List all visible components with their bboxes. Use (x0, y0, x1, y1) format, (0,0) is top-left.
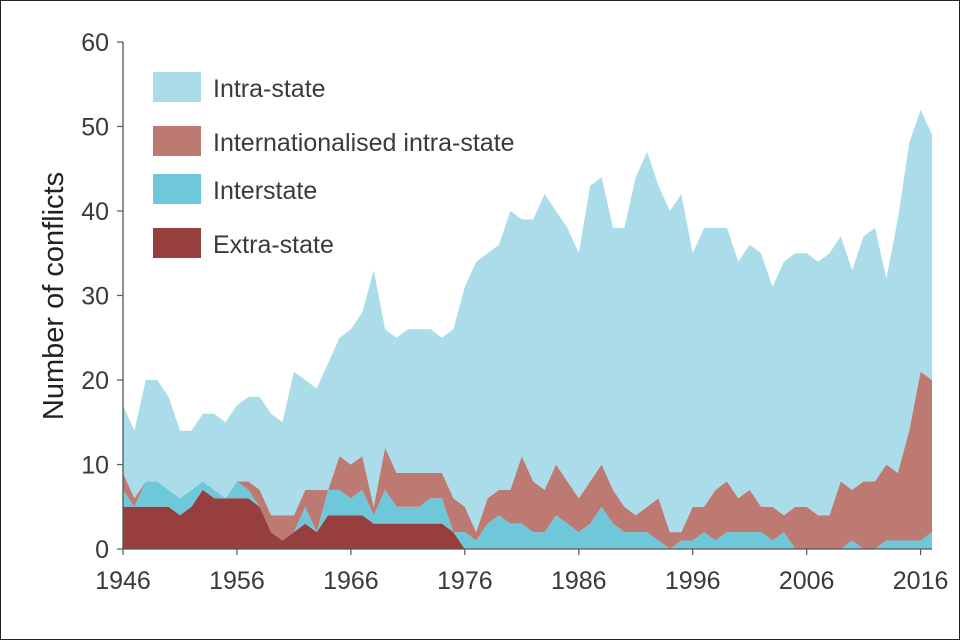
legend-item-intra-state: Intra-state (153, 72, 326, 103)
x-tick-label: 1976 (437, 567, 493, 595)
y-axis-label: Number of conflicts (38, 172, 70, 420)
area-intra-state (123, 109, 932, 533)
y-ticks: 0 10 20 30 40 50 60 (81, 29, 123, 564)
y-tick-label: 0 (95, 536, 109, 564)
area-extra-state (123, 489, 932, 549)
x-tick-label: 1986 (551, 567, 607, 595)
y-tick-label: 30 (81, 283, 109, 311)
x-tick-label: 2006 (779, 567, 835, 595)
legend-swatch-interstate (153, 174, 201, 204)
legend-swatch-extra-state (153, 228, 201, 258)
legend-swatch-intra-state (153, 72, 201, 102)
area-internationalised-intra-state (123, 371, 932, 549)
x-tick-label: 1946 (95, 567, 151, 595)
x-tick-label: 1996 (665, 567, 721, 595)
x-tick-label: 1956 (209, 567, 265, 595)
legend-item-extra-state: Extra-state (153, 228, 334, 259)
x-tick-label: 2016 (893, 567, 949, 595)
legend-label-intra-state: Intra-state (213, 75, 326, 103)
y-tick-label: 20 (81, 367, 109, 395)
x-ticks: 1946 1956 1966 1976 1986 1996 2006 2016 (95, 549, 948, 595)
area-layers (123, 109, 932, 549)
y-tick-label: 40 (81, 198, 109, 226)
x-tick-label: 1966 (323, 567, 379, 595)
legend-swatch-internationalised-intra-state (153, 126, 201, 156)
y-tick-label: 60 (81, 29, 109, 57)
legend-label-interstate: Interstate (213, 177, 317, 205)
legend-label-extra-state: Extra-state (213, 231, 334, 259)
legend-item-internationalised-intra-state: Internationalised intra-state (153, 126, 515, 157)
legend: Intra-state Internationalised intra-stat… (153, 72, 515, 259)
y-tick-label: 10 (81, 452, 109, 480)
y-tick-label: 50 (81, 114, 109, 142)
legend-label-internationalised-intra-state: Internationalised intra-state (213, 129, 515, 157)
legend-item-interstate: Interstate (153, 174, 317, 205)
